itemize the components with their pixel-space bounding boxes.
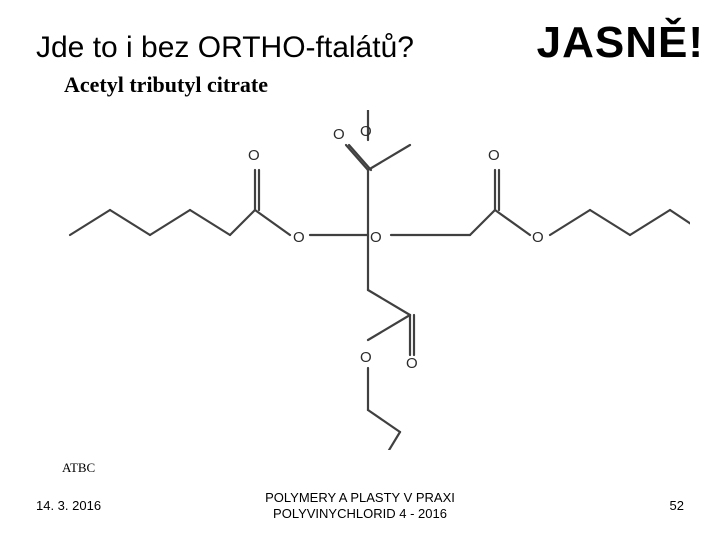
chemical-structure: OOOOOOOOO xyxy=(30,110,690,450)
footer-page: 52 xyxy=(670,498,684,513)
title-question: Jde to i bez ORTHO-ftalátů? xyxy=(36,31,414,65)
chemical-name: Acetyl tributyl citrate xyxy=(64,72,268,98)
svg-text:O: O xyxy=(370,229,382,246)
svg-text:O: O xyxy=(293,229,305,246)
svg-text:O: O xyxy=(360,349,372,366)
slide-title-row: Jde to i bez ORTHO-ftalátů? JASNĚ! xyxy=(36,18,704,68)
footer-line1: POLYMERY A PLASTY V PRAXI xyxy=(0,490,720,506)
slide-footer: 14. 3. 2016 POLYMERY A PLASTY V PRAXI PO… xyxy=(0,490,720,523)
footer-center: POLYMERY A PLASTY V PRAXI POLYVINYCHLORI… xyxy=(0,490,720,523)
svg-text:O: O xyxy=(406,355,418,372)
footer-line2: POLYVINYCHLORID 4 - 2016 xyxy=(0,506,720,522)
svg-text:O: O xyxy=(532,229,544,246)
svg-text:O: O xyxy=(360,123,372,140)
footer-date: 14. 3. 2016 xyxy=(36,498,101,513)
svg-text:O: O xyxy=(333,126,345,143)
svg-text:O: O xyxy=(488,147,500,164)
title-answer: JASNĚ! xyxy=(537,18,704,68)
chemical-abbrev: ATBC xyxy=(62,460,95,476)
svg-text:O: O xyxy=(248,147,260,164)
